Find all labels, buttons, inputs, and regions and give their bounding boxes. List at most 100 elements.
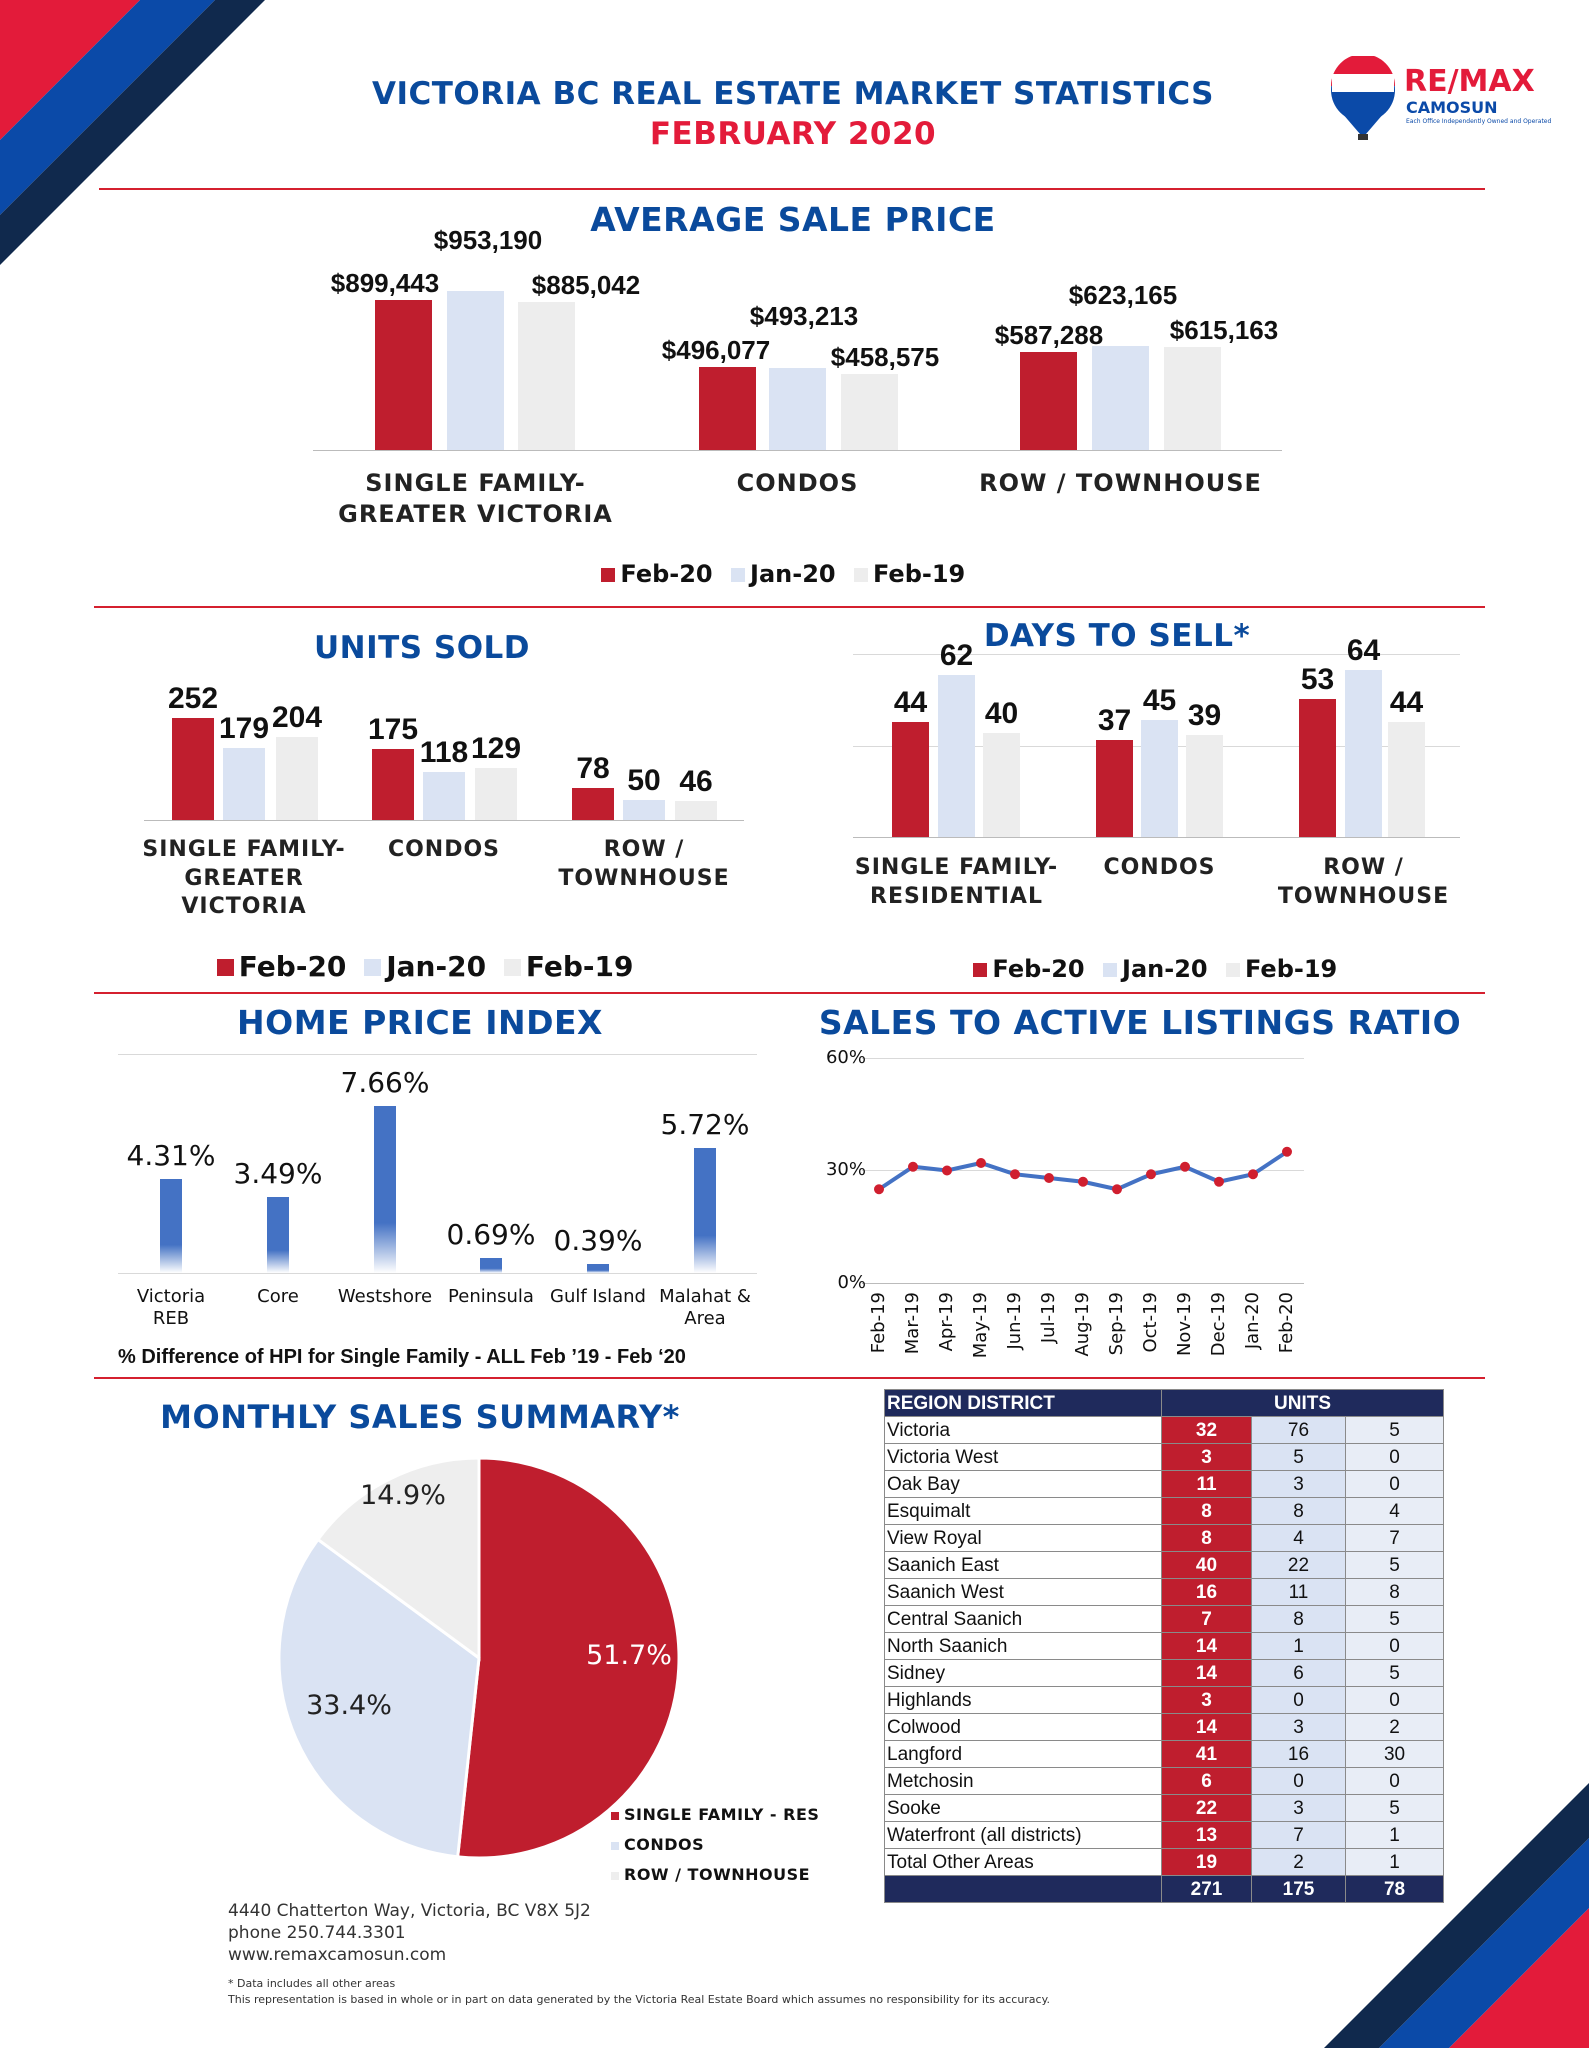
legend-item: CONDOS bbox=[611, 1835, 704, 1854]
data-label: $587,288 bbox=[994, 320, 1104, 351]
data-label: 118 bbox=[419, 736, 469, 770]
units-cell: 32 bbox=[1161, 1416, 1252, 1444]
legend-label: Feb-19 bbox=[873, 560, 966, 588]
units-cell: 14 bbox=[1161, 1632, 1252, 1660]
bar-feb-20 bbox=[892, 722, 929, 837]
data-label: 45 bbox=[1142, 683, 1177, 717]
table-row: Waterfront (all districts) 13 7 1 bbox=[884, 1821, 1445, 1849]
legend: Feb-20 Jan-20 Feb-19 bbox=[973, 955, 1337, 983]
legend-item: Jan-20 bbox=[730, 560, 836, 588]
divider bbox=[94, 992, 1485, 994]
units-cell: 0 bbox=[1344, 1632, 1445, 1660]
salr-point bbox=[1180, 1161, 1190, 1172]
salr-point bbox=[976, 1158, 986, 1168]
category-label: Westshore bbox=[337, 1286, 433, 1307]
units-cell: 11 bbox=[1251, 1578, 1346, 1606]
salr-point bbox=[1010, 1169, 1020, 1180]
salr-point bbox=[1078, 1176, 1088, 1187]
bar-jan-20 bbox=[1141, 719, 1178, 837]
data-label: 179 bbox=[218, 711, 270, 745]
gridline bbox=[862, 1058, 1304, 1059]
category-label: Gulf Island bbox=[550, 1286, 646, 1307]
table-row: Central Saanich 7 8 5 bbox=[884, 1605, 1445, 1633]
category-label: SINGLE FAMILY- GREATER VICTORIA bbox=[142, 837, 346, 920]
legend-item: Feb-19 bbox=[1225, 955, 1337, 983]
region-cell: Saanich East bbox=[884, 1551, 1162, 1579]
region-cell: Oak Bay bbox=[884, 1470, 1162, 1498]
legend-swatch bbox=[611, 1842, 619, 1850]
region-cell: North Saanich bbox=[884, 1632, 1162, 1660]
region-cell: Victoria bbox=[884, 1416, 1162, 1444]
data-label: 204 bbox=[271, 701, 323, 735]
table-row: Colwood 14 3 2 bbox=[884, 1713, 1445, 1741]
units-cell: 0 bbox=[1251, 1767, 1346, 1795]
units-cell: 7 bbox=[1161, 1605, 1252, 1633]
bar-feb-20 bbox=[572, 788, 614, 820]
divider bbox=[94, 1377, 1485, 1379]
salr-point bbox=[874, 1184, 884, 1195]
y-tick-label: 0% bbox=[837, 1272, 866, 1293]
category-label: ROW / TOWNHOUSE bbox=[558, 837, 730, 891]
totals-row: 271 175 78 bbox=[884, 1875, 1445, 1903]
bar-feb-20 bbox=[1096, 740, 1133, 837]
units-cell: 76 bbox=[1251, 1416, 1346, 1444]
bar-jan-20 bbox=[223, 747, 265, 820]
contact-info: 4440 Chatterton Way, Victoria, BC V8X 5J… bbox=[228, 1900, 591, 1966]
units-cell: 4 bbox=[1251, 1524, 1346, 1552]
units-cell: 6 bbox=[1251, 1659, 1346, 1687]
total-cell: 175 bbox=[1251, 1875, 1346, 1903]
data-label: $493,213 bbox=[749, 301, 859, 332]
region-cell: Highlands bbox=[884, 1686, 1162, 1714]
legend-label: CONDOS bbox=[624, 1835, 705, 1854]
units-cell: 4 bbox=[1344, 1497, 1445, 1525]
corner-stripes-top bbox=[0, 0, 265, 265]
salr-point bbox=[942, 1165, 952, 1176]
days-to-sell-title: DAYS TO SELL* bbox=[983, 618, 1251, 654]
bar-feb-19 bbox=[841, 373, 898, 450]
units-cell: 11 bbox=[1161, 1470, 1252, 1498]
units-sold-title: UNITS SOLD bbox=[313, 630, 531, 666]
region-cell: Saanich West bbox=[884, 1578, 1162, 1606]
data-label: 46 bbox=[679, 765, 713, 799]
x-axis-line bbox=[862, 1283, 1304, 1284]
bar-feb-20 bbox=[375, 299, 432, 450]
hpi-bar bbox=[480, 1257, 502, 1273]
x-axis-line bbox=[853, 837, 1460, 838]
category-label: CONDOS bbox=[1103, 855, 1216, 880]
pie-slice bbox=[456, 1456, 681, 1860]
page-title: VICTORIA BC REAL ESTATE MARKET STATISTIC… bbox=[372, 76, 1214, 112]
table-row: Saanich East 40 22 5 bbox=[884, 1551, 1445, 1579]
website-link[interactable]: www.remaxcamosun.com bbox=[228, 1945, 447, 1965]
data-label: 5.72% bbox=[660, 1108, 750, 1142]
data-label: 0.39% bbox=[553, 1224, 643, 1258]
hpi-bar bbox=[267, 1196, 289, 1273]
units-cell: 7 bbox=[1344, 1524, 1445, 1552]
legend-item: ROW / TOWNHOUSE bbox=[611, 1865, 810, 1884]
pie-slice bbox=[277, 1537, 481, 1859]
salr-point bbox=[1214, 1176, 1224, 1187]
legend: Feb-20 Jan-20 Feb-19 bbox=[601, 560, 965, 588]
units-cell: 3 bbox=[1251, 1470, 1346, 1498]
units-cell: 5 bbox=[1344, 1605, 1445, 1633]
legend-swatch bbox=[217, 959, 234, 976]
region-cell: Langford bbox=[884, 1740, 1162, 1768]
data-label: $623,165 bbox=[1068, 280, 1178, 311]
legend-swatch bbox=[504, 959, 521, 976]
data-label: 39 bbox=[1187, 699, 1222, 733]
data-label: 0.69% bbox=[446, 1217, 536, 1251]
units-header: UNITS bbox=[1160, 1389, 1445, 1417]
region-header: REGION DISTRICT bbox=[884, 1389, 1162, 1417]
units-cell: 1 bbox=[1344, 1821, 1445, 1849]
table-row: Langford 41 16 30 bbox=[884, 1740, 1445, 1768]
units-cell: 41 bbox=[1161, 1740, 1252, 1768]
bar-jan-20 bbox=[938, 675, 975, 837]
pie-label: 14.9% bbox=[360, 1480, 446, 1511]
region-cell: Metchosin bbox=[884, 1767, 1162, 1795]
bar-feb-19 bbox=[1186, 735, 1223, 837]
salr-point bbox=[908, 1161, 918, 1172]
data-label: 37 bbox=[1097, 704, 1132, 738]
region-cell: Esquimalt bbox=[884, 1497, 1162, 1525]
units-cell: 3 bbox=[1161, 1443, 1252, 1471]
legend-label: Jan-20 bbox=[750, 560, 836, 588]
